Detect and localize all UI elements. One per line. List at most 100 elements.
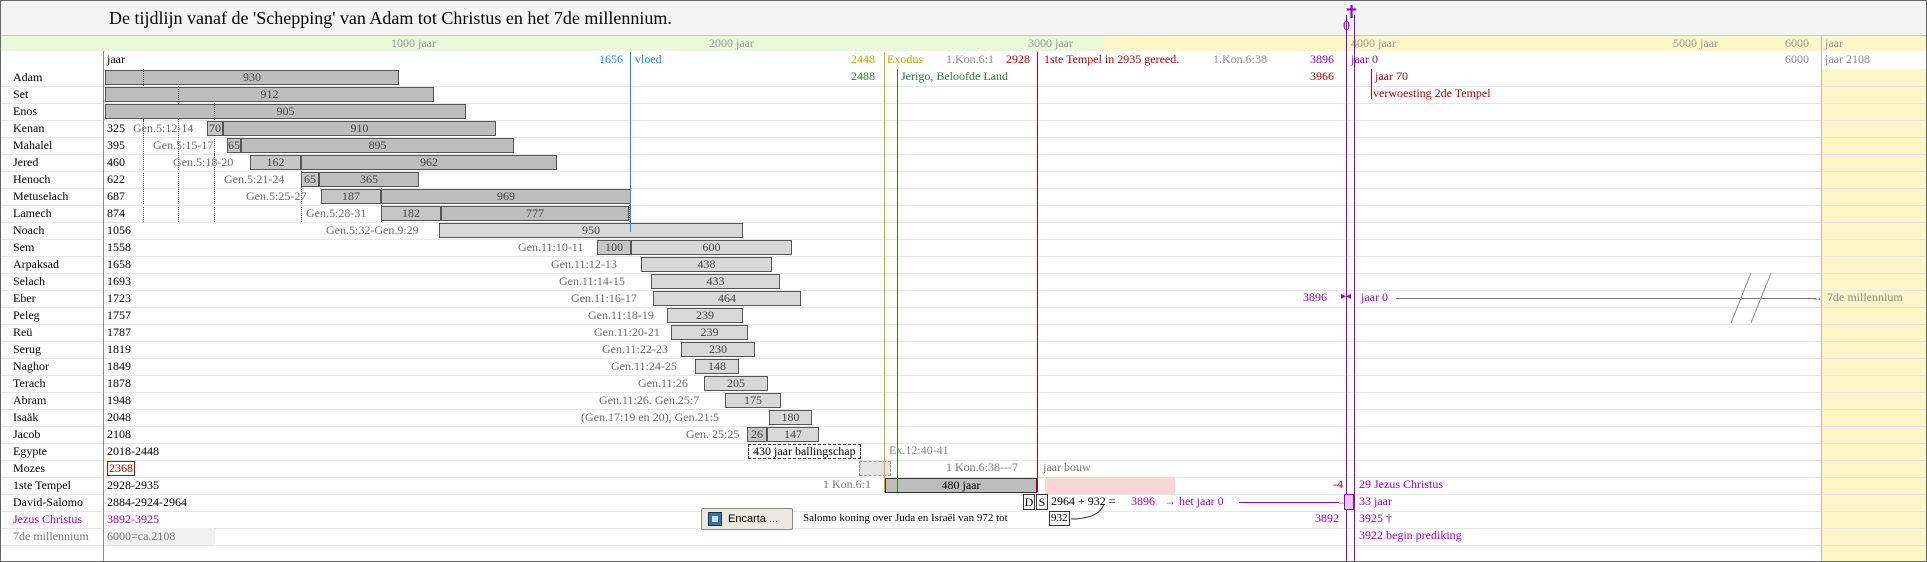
row-start-year: 1948 xyxy=(107,393,131,407)
table-row: Henoch 622 xyxy=(1,171,1926,189)
scale-tick-3000: 3000 jaar xyxy=(1028,36,1073,50)
row-name: Noach xyxy=(13,223,45,237)
scale-tick-jaar: jaar xyxy=(1825,36,1843,50)
row-start-year: 395 xyxy=(107,138,125,152)
lifespan-bar: 180 xyxy=(769,410,812,425)
row-name: Lamech xyxy=(13,206,52,220)
row-name: Egypte xyxy=(13,444,47,458)
table-row: Kenan 325 xyxy=(1,120,1926,138)
curve-arrow-icon xyxy=(1070,503,1105,520)
row-name: Isaäk xyxy=(13,410,39,424)
row-start-year: 1558 xyxy=(107,240,131,254)
lifespan-bar: 777 xyxy=(441,206,629,221)
name-column-separator xyxy=(103,51,104,561)
cross-icon: ✝ xyxy=(1344,2,1360,22)
table-row: Egypte 2018-2448 xyxy=(1,443,1926,461)
lifespan-bar: 147 xyxy=(767,427,819,442)
table-row: Reü 1787 xyxy=(1,324,1926,342)
lifespan-bar: 912 xyxy=(105,87,434,102)
anno-jerigo: Jerigo, Beloofde Land xyxy=(901,69,1008,83)
row-start-year: 622 xyxy=(107,172,125,186)
exile-bar: 430 jaar ballingschap xyxy=(748,444,861,459)
anno-eber-3896: 3896 xyxy=(1303,290,1327,304)
row-start-year: 325 xyxy=(107,121,125,135)
lifespan-bar: 65 xyxy=(301,172,319,187)
table-row: Selach 1693 xyxy=(1,273,1926,291)
lifespan-bar: 65 xyxy=(227,138,241,153)
row-reference: (Gen.17:19 en 20), Gen.21:5 xyxy=(581,410,719,424)
scale-tick-5000: 5000 jaar xyxy=(1673,36,1718,50)
table-row: Jezus Christus 3892-3925 xyxy=(1,511,1926,529)
scale-bar-yellow xyxy=(1104,36,1824,51)
row-start-year: 1849 xyxy=(107,359,131,373)
header-3896: 3896 xyxy=(1310,52,1334,66)
anno-jaar70: jaar 70 xyxy=(1375,69,1408,83)
millennium-arrow-icon: → xyxy=(1811,290,1823,304)
lifespan-bar: 100 xyxy=(597,240,631,255)
encarta-app-icon xyxy=(708,512,722,526)
anno-salomo: Salomo koning over Juda en Israël van 97… xyxy=(803,512,1008,524)
row-name: Set xyxy=(13,87,29,101)
table-row: Peleg 1757 xyxy=(1,307,1926,325)
row-reference: Gen.5:25-27 xyxy=(246,189,307,203)
lifespan-bar: 910 xyxy=(223,121,496,136)
row-reference: Gen.11:12-13 xyxy=(551,257,617,271)
scale-tick-4000: 4000 jaar xyxy=(1351,36,1396,50)
row-start-year: 1819 xyxy=(107,342,131,356)
title-bar: De tijdlijn vanaf de 'Schepping' van Ada… xyxy=(1,1,1926,36)
row-reference: Gen.5:32-Gen.9:29 xyxy=(326,223,419,237)
table-row: Isaäk 2048 xyxy=(1,409,1926,427)
anno-formula-3896: 3896 xyxy=(1131,494,1155,508)
right-column-shade xyxy=(1821,69,1926,561)
temple-build-label: jaar bouw xyxy=(1043,460,1091,474)
lifespan-bar: 930 xyxy=(105,70,399,85)
anno-minus4: -4 xyxy=(1333,477,1343,491)
row-name: Jacob xyxy=(13,427,41,441)
row-name: Jezus Christus xyxy=(13,512,82,526)
anno-millennium: 7de millennium xyxy=(1827,290,1903,304)
row-start-year: 1723 xyxy=(107,291,131,305)
temple-line xyxy=(1037,52,1038,492)
table-row: Eber 1723 xyxy=(1,290,1926,308)
anno-salomo-932: 932 xyxy=(1049,511,1070,526)
anno-jezus29: 29 Jezus Christus xyxy=(1359,477,1443,491)
header-jaar: jaar xyxy=(107,52,125,66)
table-row: 7de millennium 6000=ca.2108 xyxy=(1,528,1926,546)
encarta-taskbar-button[interactable]: Encarta ... xyxy=(701,508,793,530)
row-name: Mahalel xyxy=(13,138,53,152)
temple-build-reference: 1 Kon.6:38---7 xyxy=(946,460,1018,474)
row-name: Peleg xyxy=(13,308,40,322)
lifespan-bar: 175 xyxy=(725,393,781,408)
exodus-line xyxy=(884,52,885,492)
scale-tick-2000: 2000 jaar xyxy=(709,36,754,50)
header-jaar0: jaar 0 xyxy=(1351,52,1378,66)
temple-reference: 1 Kon.6:1 xyxy=(823,477,871,491)
row-name: Metuselach xyxy=(13,189,69,203)
mozes-bar xyxy=(859,461,891,476)
lifespan-bar: 905 xyxy=(105,104,466,119)
row-name: Reü xyxy=(13,325,33,339)
lifespan-bar: 438 xyxy=(641,257,772,272)
anno-2488: 2488 xyxy=(851,69,875,83)
jesus-line-right xyxy=(1354,15,1355,561)
row-start-year: 2368 xyxy=(107,461,135,476)
row-name: Kenan xyxy=(13,121,45,135)
row-start-year: 1878 xyxy=(107,376,131,390)
row-reference: Gen.11:24-25 xyxy=(611,359,677,373)
lifespan-dotted-guide xyxy=(178,137,179,222)
row-name: Selach xyxy=(13,274,45,288)
anno-prediking: 3922 begin prediking xyxy=(1359,528,1462,542)
temple-era-bar xyxy=(1045,477,1175,494)
lifespan-bar: 433 xyxy=(651,274,780,289)
jesus-life-marker xyxy=(1344,494,1354,510)
lifespan-dotted-guide xyxy=(381,188,382,222)
lifespan-bar: 230 xyxy=(681,342,755,357)
table-row: Metuselach 687 xyxy=(1,188,1926,206)
header-kon638: 1.Kon.6:38 xyxy=(1213,52,1267,66)
table-row: Abram 1948 xyxy=(1,392,1926,410)
left-arrow-icon: ▸◂ xyxy=(1341,291,1352,302)
row-reference: Gen.11:18-19 xyxy=(588,308,654,322)
lifespan-bar: 182 xyxy=(381,206,441,221)
header-2448: 2448 xyxy=(851,52,875,66)
row-start-year: 1056 xyxy=(107,223,131,237)
